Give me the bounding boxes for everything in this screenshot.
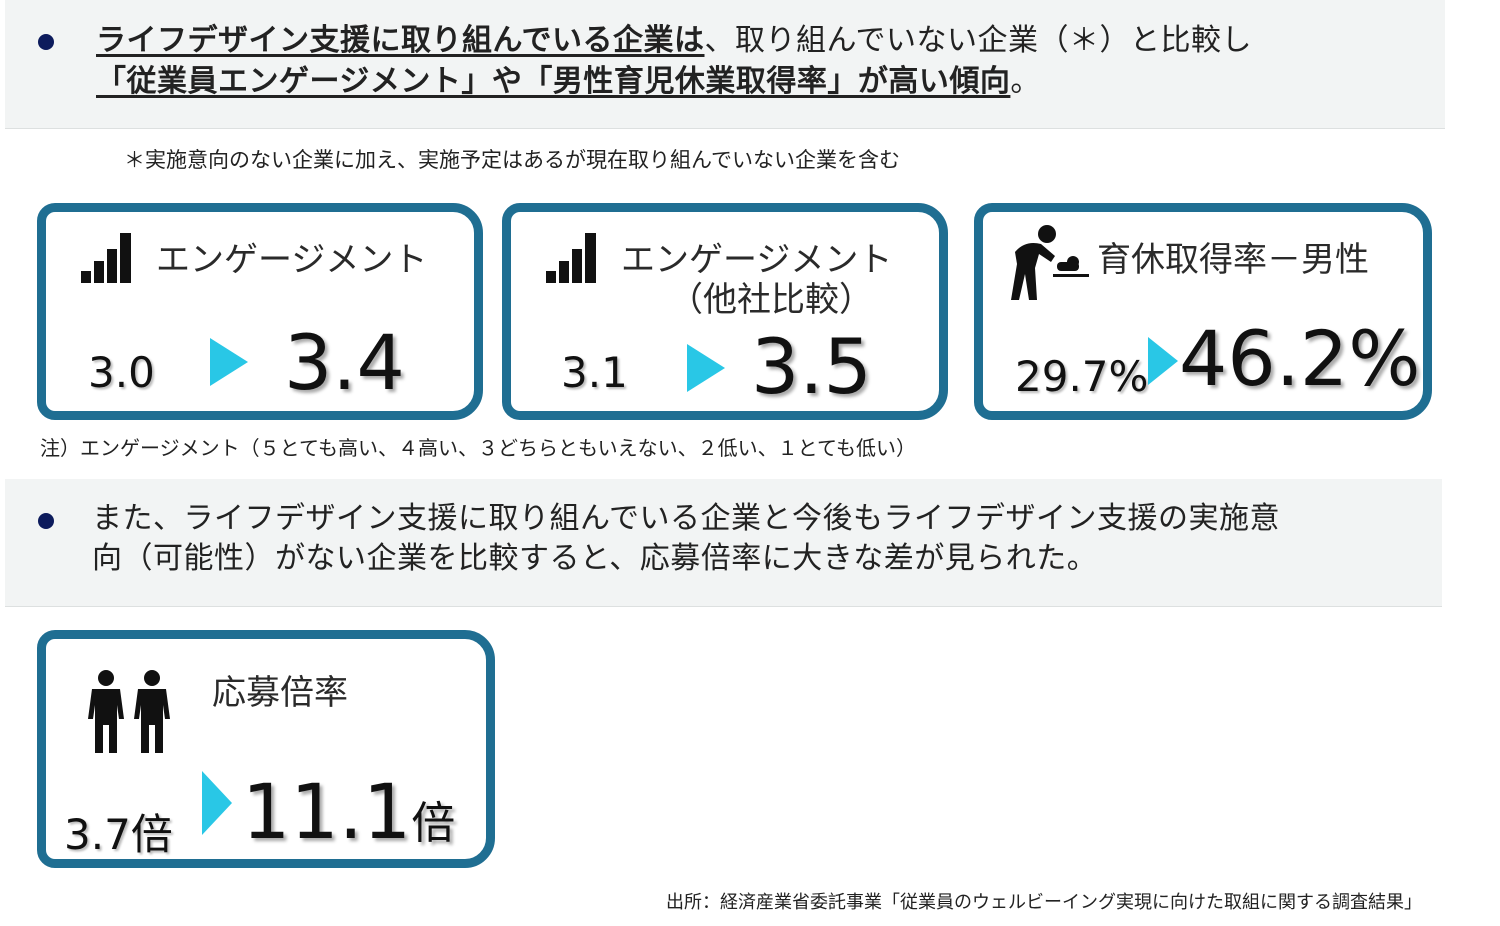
source-note: 出所：経済産業省委託事業「従業員のウェルビーイング実現に向けた取組に関する調査結… — [666, 892, 1422, 913]
summary-emphasis: ライフデザイン支援に取り組んでいる企業は — [96, 23, 705, 58]
summary-emphasis: 「従業員エンゲージメント」や「男性育児休業取得率」が高い傾向 — [96, 64, 1011, 99]
card-title: 育休取得率－男性 — [1097, 240, 1369, 280]
application-ratio-card: 応募倍率 3.7倍 11.1倍 — [37, 630, 495, 868]
card-title: エンゲージメント — [621, 240, 893, 280]
after-value: 11.1倍 — [242, 767, 455, 856]
before-value: 3.1 — [561, 348, 628, 397]
signal-bars-icon — [546, 233, 596, 283]
bullet-icon — [38, 513, 54, 529]
summary-text: 。 — [1010, 64, 1041, 99]
card-title: 応募倍率 — [212, 673, 348, 713]
signal-bars-icon — [81, 233, 131, 283]
arrow-icon — [687, 344, 725, 392]
summary-band-1 — [5, 0, 1445, 129]
before-value: 3.0 — [88, 348, 155, 397]
before-value: 29.7% — [1015, 352, 1149, 401]
after-value: 46.2% — [1179, 314, 1421, 403]
card-subtitle: （他社比較） — [669, 280, 873, 320]
after-value: 3.4 — [284, 318, 405, 407]
arrow-icon — [1148, 337, 1178, 385]
after-value-unit: 倍 — [411, 798, 456, 849]
summary-line-4: 向（可能性）がない企業を比較すると、応募倍率に大きな差が見られた。 — [92, 541, 1098, 576]
engagement-comparison-card: エンゲージメント （他社比較） 3.1 3.5 — [502, 203, 948, 420]
summary-line-1: ライフデザイン支援に取り組んでいる企業は、取り組んでいない企業（＊）と比較し — [96, 21, 1252, 61]
diaper-changing-icon — [1011, 225, 1089, 300]
after-value: 3.5 — [751, 322, 872, 411]
before-value: 3.7倍 — [64, 810, 173, 859]
summary-band-2 — [5, 479, 1442, 607]
engagement-card: エンゲージメント 3.0 3.4 — [37, 203, 483, 420]
summary-text: 、取り組んでいない企業（＊）と比較し — [704, 23, 1252, 58]
summary-line-2: 「従業員エンゲージメント」や「男性育児休業取得率」が高い傾向。 — [96, 62, 1041, 102]
paternity-leave-card: 育休取得率－男性 29.7% 46.2% — [974, 203, 1432, 420]
bullet-icon — [38, 34, 54, 50]
after-value-number: 11.1 — [242, 767, 412, 856]
engagement-scale-note: 注）エンゲージメント（５とても高い、４高い、３どちらともいえない、２低い、１とて… — [40, 436, 916, 460]
card-title: エンゲージメント — [156, 240, 428, 280]
arrow-icon — [202, 771, 232, 835]
two-people-icon — [88, 670, 170, 753]
arrow-icon — [210, 338, 248, 386]
summary-line-3: また、ライフデザイン支援に取り組んでいる企業と今後もライフデザイン支援の実施意 — [92, 501, 1280, 536]
footnote: ＊実施意向のない企業に加え、実施予定はあるが現在取り組んでいない企業を含む — [124, 148, 900, 172]
